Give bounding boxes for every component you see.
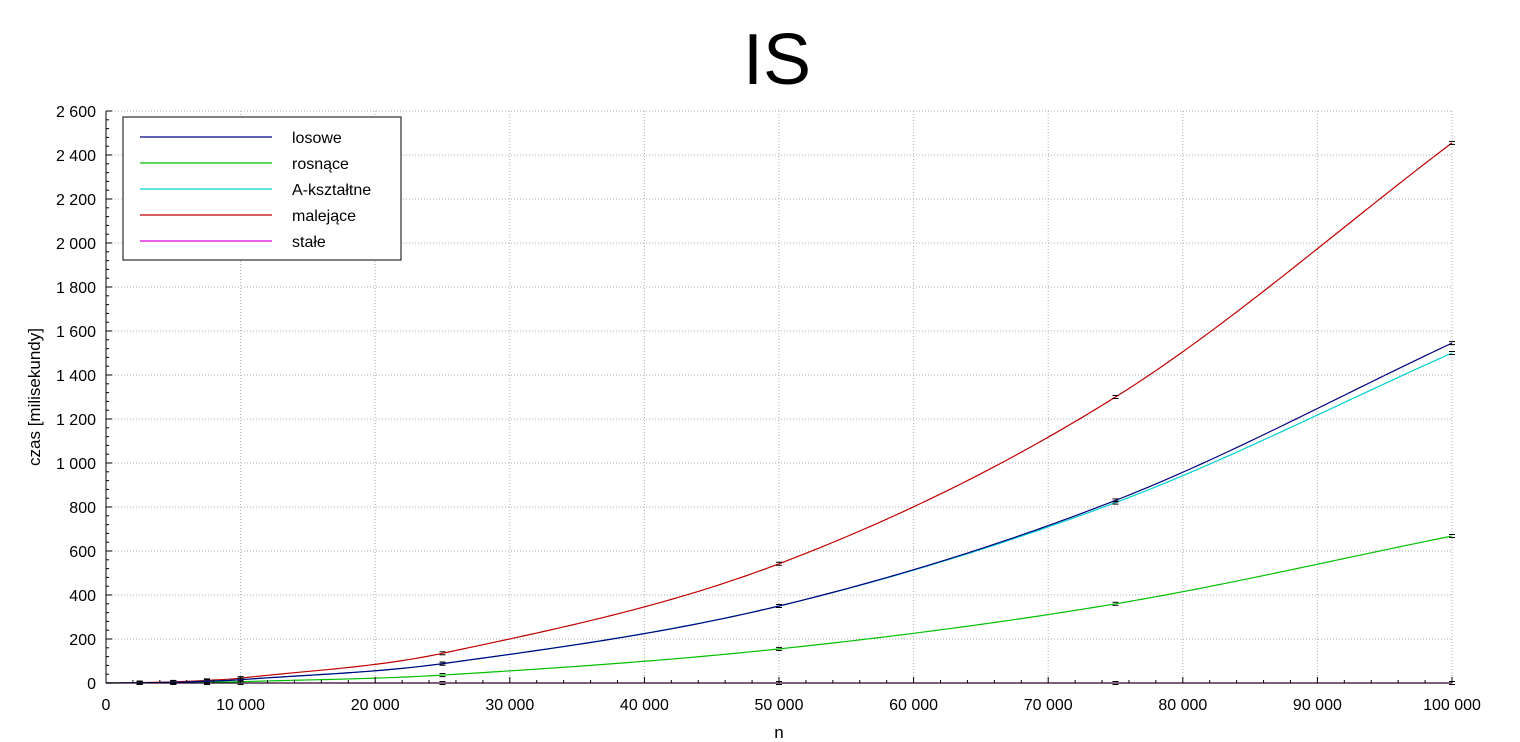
y-tick-label: 1 800 <box>56 280 96 297</box>
x-tick-label: 30 000 <box>485 697 534 714</box>
series-line-3 <box>105 142 1453 684</box>
chart-title: IS <box>743 20 811 100</box>
y-tick-label: 2 200 <box>56 192 96 209</box>
x-tick-labels: 0 10 000 20 000 30 000 40 000 50 000 60 000 70 … <box>102 697 1481 714</box>
x-axis-label: n <box>774 723 783 742</box>
axes <box>105 110 1453 684</box>
x-tick-label: 0 <box>102 697 111 714</box>
y-tick-label: 2 600 <box>56 104 96 121</box>
x-tick-label: 90 000 <box>1293 697 1342 714</box>
x-tick-label: 10 000 <box>216 697 265 714</box>
y-axis-label: czas [milisekundy] <box>25 328 44 466</box>
y-tick-label: 1 200 <box>56 412 96 429</box>
x-tick-label: 20 000 <box>351 697 400 714</box>
grid <box>106 110 1453 683</box>
y-tick-label: 2 000 <box>56 236 96 253</box>
y-tick-labels: 0 200 400 600 800 1 000 1 200 1 400 1 600 1 800 2 … <box>56 104 96 693</box>
legend-label: stałe <box>292 234 326 251</box>
series-line-1 <box>105 535 1453 684</box>
series-line-0 <box>105 342 1453 684</box>
legend: losowe rosnące A-kształtne malejące stałe <box>122 116 402 261</box>
legend-label: A-kształtne <box>292 182 371 199</box>
x-tick-label: 40 000 <box>620 697 669 714</box>
x-tick-label: 100 000 <box>1423 697 1481 714</box>
x-tick-label: 60 000 <box>889 697 938 714</box>
y-tick-label: 600 <box>69 544 96 561</box>
y-tick-label: 1 600 <box>56 324 96 341</box>
x-tick-label: 80 000 <box>1158 697 1207 714</box>
y-tick-label: 2 400 <box>56 148 96 165</box>
legend-label: losowe <box>292 130 342 147</box>
x-tick-label: 50 000 <box>755 697 804 714</box>
y-tick-label: 800 <box>69 500 96 517</box>
y-tick-label: 400 <box>69 588 96 605</box>
x-tick-label: 70 000 <box>1024 697 1073 714</box>
y-tick-label: 0 <box>87 676 96 693</box>
legend-label: rosnące <box>292 156 349 173</box>
y-tick-label: 1 400 <box>56 368 96 385</box>
y-tick-label: 1 000 <box>56 456 96 473</box>
y-tick-label: 200 <box>69 632 96 649</box>
legend-label: malejące <box>292 208 356 225</box>
